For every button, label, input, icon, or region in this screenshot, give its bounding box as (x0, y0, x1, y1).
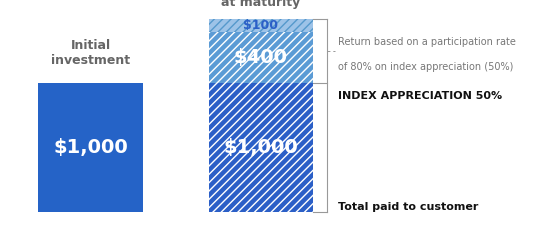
Text: $1,000: $1,000 (223, 138, 298, 157)
Text: $100: $100 (243, 19, 278, 32)
Bar (209, 83, 313, 212)
Bar (209, 32, 313, 83)
Bar (209, 19, 313, 32)
Text: Initial
investment: Initial investment (51, 39, 130, 67)
Text: $1,000: $1,000 (53, 138, 128, 157)
Text: Investment
at maturity: Investment at maturity (221, 0, 300, 9)
Text: Total paid to customer: Total paid to customer (338, 202, 478, 212)
Text: Return based on a participation rate: Return based on a participation rate (338, 36, 516, 47)
Text: $400: $400 (234, 48, 288, 67)
Bar (38, 83, 143, 212)
Text: INDEX APPRECIATION 50%: INDEX APPRECIATION 50% (338, 90, 502, 101)
Text: of 80% on index appreciation (50%): of 80% on index appreciation (50%) (338, 62, 513, 72)
